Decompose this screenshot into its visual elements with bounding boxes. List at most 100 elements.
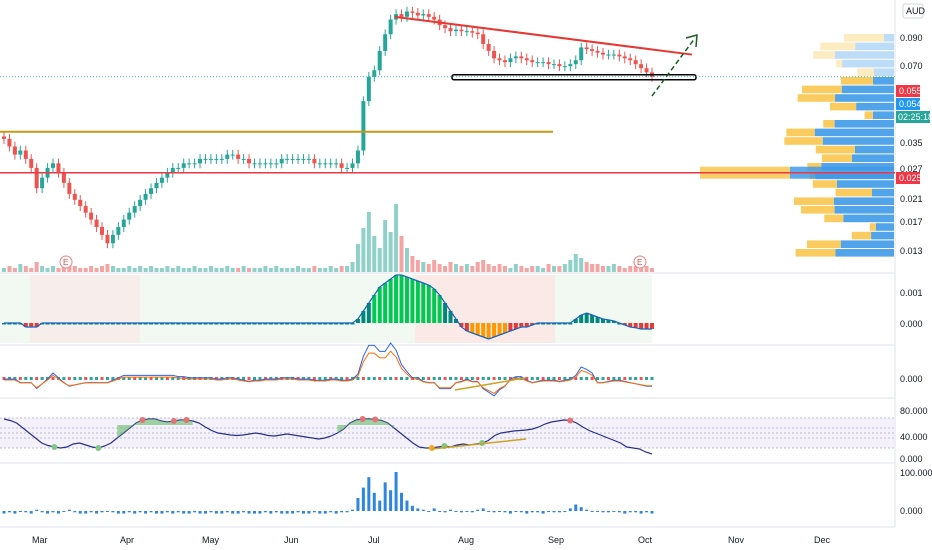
volume-bar [51,266,56,272]
wt-bar [355,319,360,323]
volume-bar [355,244,360,272]
price-axis[interactable]: AUD 0.090 0.070 0.055 0.054 02:25:18 0.0… [896,3,932,516]
volume-bar [551,266,556,272]
candle-body [323,163,328,165]
wt-bar [138,323,143,325]
currency-badge[interactable] [902,3,924,19]
osc-bar [160,511,164,514]
wt-bar [110,323,115,325]
projection-arrow-head [685,33,698,48]
macd-hist-bar [160,377,164,380]
macd-hist-bar [340,377,344,380]
wt-bar [105,323,110,325]
osc-bar [220,511,224,514]
osc-bar [263,511,267,513]
candle-body [568,64,573,67]
candle-body [78,199,83,207]
volume-bar [110,266,115,272]
osc-bar [579,507,583,511]
time-axis[interactable]: Mar Apr May Jun Jul Aug Sep Oct Nov Dec [32,535,831,545]
candle-body [290,158,295,160]
wt-bar [377,287,382,323]
candle-body [247,158,252,164]
candle-body [383,34,388,51]
candle-body [18,150,23,155]
volume-bar [508,268,513,272]
macd-hist-bar [40,377,44,380]
wt-bar [622,323,627,325]
wt-bar [551,323,556,325]
volume-bar [241,266,246,272]
osc-bar [557,511,561,513]
candle-body [562,66,567,68]
stoch-signal-dot [183,417,190,423]
volume-bar [29,268,34,272]
profile-bar-blue [841,85,894,94]
volume-bar [252,268,257,272]
volume-bar [557,266,562,272]
candle-body [29,158,34,168]
osc-bar [454,511,458,512]
wt-bar [573,319,578,323]
earnings-marker[interactable] [633,255,647,269]
volume-bar [127,266,132,272]
osc-bar [247,511,251,514]
wt-bar [339,323,344,325]
macd-hist-bar [432,377,436,380]
stoch-signal-dot [51,444,58,450]
macd-hist-bar [421,377,425,380]
profile-bar-yellow [864,111,873,119]
earnings-markers[interactable]: E E [59,255,647,269]
macd-hist-bar [312,377,316,380]
volume-bar [301,268,306,272]
volume-bar [219,268,224,272]
candle-body [252,163,257,165]
volume-bar [541,268,546,272]
wt-bar [453,319,458,323]
prev-close-tag [896,98,920,110]
wt-bar [12,323,17,325]
candle-body [143,193,148,200]
osc-bar [73,511,77,513]
wt-bar [584,313,589,323]
candle-body [268,163,273,165]
volume-bar [2,268,6,272]
osc-bar [541,511,545,514]
candle-body [110,234,115,244]
macd-hist-bar [29,377,33,380]
candle-body [606,54,611,56]
volume-bar [562,264,567,272]
volume-bar [187,268,192,272]
wt-bar [590,315,595,323]
osc-bar [13,511,17,514]
profile-bar-yellow [824,214,844,223]
osc-bar [133,511,137,514]
profile-bar-blue [834,120,894,128]
wt-bar [437,295,442,323]
candle-body [132,206,137,213]
osc-bar [639,511,643,514]
profile-bar-blue [872,111,894,119]
wt-bar [486,323,491,339]
wt-bar [149,323,154,325]
earnings-marker[interactable] [59,255,73,269]
profile-bar-yellow [835,188,872,197]
volume-bar [546,264,551,272]
wt-bar [89,323,94,325]
candle-body [639,64,644,69]
macd-hist-bar [459,377,463,380]
volume-bar [502,266,507,272]
wt-bar [443,303,448,323]
volume-bar [214,268,219,272]
wt-bar [78,323,83,325]
candle-body [355,150,360,164]
candle-body [579,47,584,61]
osc-bar [421,509,425,511]
volume-bar [470,266,475,272]
macd-hist-bar [552,377,556,380]
profile-bar-blue [843,214,894,223]
candle-body [176,167,181,169]
profile-bar-yellow [806,240,841,248]
macd-hist-bar [111,377,115,380]
